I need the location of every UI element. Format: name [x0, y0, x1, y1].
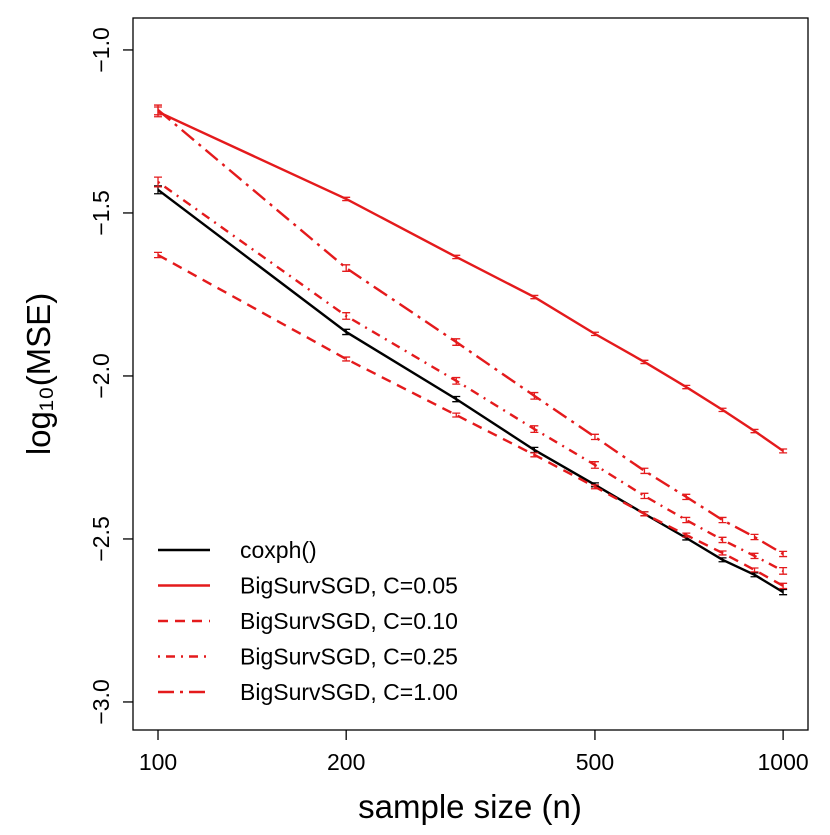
x-axis-label: sample size (n)	[358, 788, 582, 825]
y-axis-label: log₁₀(MSE)	[20, 293, 57, 455]
legend-label: BigSurvSGD, C=0.25	[240, 644, 458, 670]
error-bar	[154, 176, 163, 188]
error-bar	[342, 356, 351, 362]
error-bar	[682, 532, 691, 538]
error-bar	[590, 461, 599, 469]
error-bar	[750, 572, 759, 578]
y-tick-label: −2.5	[88, 516, 114, 561]
error-bar	[750, 552, 759, 560]
error-bar	[530, 452, 539, 458]
x-tick-label: 100	[139, 749, 177, 775]
legend-label: BigSurvSGD, C=0.05	[240, 573, 458, 599]
x-tick-label: 500	[576, 749, 614, 775]
error-bar	[779, 588, 788, 596]
error-bar	[682, 384, 691, 390]
x-tick-label: 200	[327, 749, 365, 775]
error-bar	[590, 433, 599, 441]
y-tick-label: −2.0	[88, 353, 114, 398]
legend-label: BigSurvSGD, C=0.10	[240, 608, 458, 634]
x-tick-label: 1000	[758, 749, 809, 775]
plot-frame	[132, 17, 809, 731]
error-bar	[640, 359, 649, 365]
error-bar	[452, 376, 461, 385]
series-line	[157, 181, 784, 572]
error-bar	[342, 264, 351, 272]
error-bar	[779, 582, 788, 590]
error-bar	[718, 557, 727, 563]
error-bar	[590, 331, 599, 337]
error-bar	[640, 467, 649, 475]
error-bar	[779, 448, 788, 454]
error-bar	[718, 550, 727, 556]
y-tick-label: −1.5	[88, 190, 114, 235]
error-bar	[452, 254, 461, 260]
error-bar	[452, 412, 461, 418]
error-bar	[342, 328, 351, 336]
series-line	[157, 109, 784, 555]
error-bar	[640, 492, 649, 500]
series-line	[157, 110, 784, 452]
error-bar	[154, 104, 163, 116]
error-bar	[154, 251, 163, 259]
error-bar	[590, 484, 599, 490]
series-line	[157, 188, 784, 594]
error-bar	[452, 338, 461, 346]
error-bar	[342, 196, 351, 202]
error-bar	[342, 312, 351, 320]
error-bar	[640, 511, 649, 517]
error-bar	[452, 395, 461, 403]
error-bar	[779, 550, 788, 558]
error-bar	[718, 407, 727, 413]
y-tick-label: −3.0	[88, 679, 114, 724]
error-bar	[530, 425, 539, 434]
error-bar	[750, 428, 759, 434]
error-bar	[682, 493, 691, 501]
error-bar	[750, 567, 759, 573]
legend-label: coxph()	[240, 537, 317, 563]
error-bar	[750, 533, 759, 541]
error-bar	[718, 536, 727, 544]
error-bar	[530, 391, 539, 400]
error-bar	[718, 516, 727, 524]
series-line	[157, 253, 784, 587]
legend-label: BigSurvSGD, C=1.00	[240, 679, 458, 705]
error-bar	[682, 516, 691, 524]
y-tick-label: −1.0	[88, 27, 114, 72]
error-bar	[530, 294, 539, 300]
error-bar	[779, 566, 788, 575]
